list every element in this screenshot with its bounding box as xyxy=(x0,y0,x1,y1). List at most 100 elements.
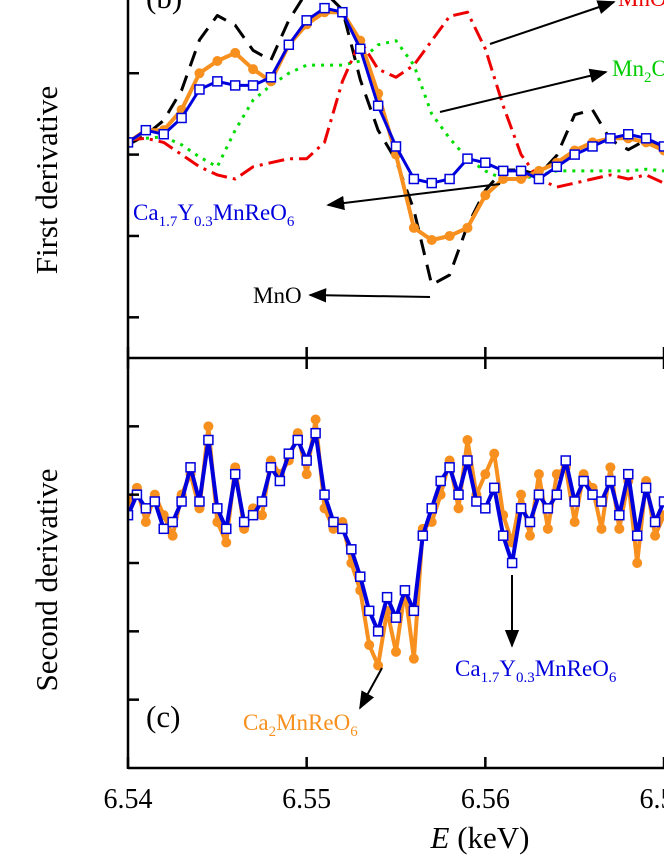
data-point xyxy=(658,496,664,507)
arrow xyxy=(489,0,616,45)
x-axis-label: E (keV) xyxy=(430,820,530,855)
data-point xyxy=(444,173,455,185)
data-point xyxy=(533,469,544,480)
data-point xyxy=(533,489,545,500)
data-point xyxy=(256,496,268,507)
data-point xyxy=(453,503,464,514)
ann-part: 1.7 xyxy=(481,670,500,686)
data-point xyxy=(373,660,384,671)
data-point xyxy=(569,517,580,527)
data-point xyxy=(230,47,241,58)
data-point xyxy=(516,174,527,184)
annotation: MnO2 xyxy=(618,0,664,16)
data-point xyxy=(525,530,535,541)
arrow xyxy=(359,667,383,710)
data-point xyxy=(605,133,616,144)
data-point xyxy=(301,455,312,466)
data-point xyxy=(480,469,491,480)
data-point xyxy=(632,558,643,568)
data-point xyxy=(408,173,420,185)
data-point xyxy=(212,503,223,514)
data-point xyxy=(515,165,527,177)
data-point xyxy=(140,503,152,514)
data-point xyxy=(265,72,277,83)
data-point xyxy=(355,43,366,55)
data-point xyxy=(462,455,473,466)
data-point xyxy=(408,222,419,233)
data-point xyxy=(238,516,250,528)
ann-part: 6 xyxy=(350,724,358,740)
ann-part: MnO xyxy=(618,0,664,11)
data-point xyxy=(221,523,232,535)
data-point xyxy=(605,475,616,487)
data-point xyxy=(462,435,473,445)
data-point xyxy=(587,141,598,152)
arrow xyxy=(439,68,608,113)
data-point xyxy=(310,427,321,439)
data-point xyxy=(283,448,295,459)
data-point xyxy=(128,137,134,148)
data-point xyxy=(587,489,598,500)
data-point xyxy=(623,468,634,480)
data-point xyxy=(265,462,277,473)
data-point xyxy=(158,129,169,140)
data-point xyxy=(185,462,196,473)
data-point xyxy=(301,469,312,480)
data-point xyxy=(650,530,661,541)
data-point xyxy=(158,523,169,535)
data-point xyxy=(292,434,303,446)
data-point xyxy=(426,235,437,246)
data-point xyxy=(453,489,464,500)
ann-part: Ca xyxy=(133,200,159,225)
panel xyxy=(128,414,664,671)
data-point xyxy=(596,496,607,507)
data-point xyxy=(310,414,321,425)
data-point xyxy=(533,173,545,185)
data-point xyxy=(221,537,232,548)
annotation: Mn2O3 xyxy=(612,56,664,86)
ann-part: MnReO xyxy=(535,656,609,681)
series-line xyxy=(128,0,664,287)
data-point xyxy=(212,517,223,527)
data-point xyxy=(176,496,187,507)
series-line xyxy=(128,10,664,242)
data-point xyxy=(649,516,661,528)
data-point xyxy=(372,100,384,112)
plot-area xyxy=(128,0,664,671)
ann-part: 0.3 xyxy=(516,670,535,686)
data-point xyxy=(480,157,491,168)
data-point xyxy=(203,434,214,446)
data-point xyxy=(176,112,187,124)
data-point xyxy=(372,626,384,637)
data-point xyxy=(194,84,205,95)
data-point xyxy=(363,605,375,617)
ann-part: 2 xyxy=(644,70,652,86)
ann-part: Mn xyxy=(612,56,644,81)
data-point xyxy=(524,516,536,528)
data-point xyxy=(640,482,652,494)
ann-part: O xyxy=(651,56,664,81)
panel-label: (c) xyxy=(146,699,180,734)
data-point xyxy=(489,448,500,459)
data-point xyxy=(435,475,446,487)
data-point xyxy=(631,530,643,541)
panel-label: (b) xyxy=(146,0,182,15)
data-point xyxy=(551,161,563,173)
data-point xyxy=(149,496,161,507)
data-point xyxy=(516,489,527,500)
x-tick-label: 6.54 xyxy=(104,784,153,815)
ann-part: Y xyxy=(499,656,516,681)
panel xyxy=(128,0,664,287)
data-point xyxy=(301,15,312,26)
data-point xyxy=(391,646,401,657)
y-axis-label: First derivative xyxy=(29,86,64,275)
data-point xyxy=(417,530,429,541)
data-point xyxy=(319,489,330,500)
x-tick-label: 6.57 xyxy=(640,784,664,815)
data-point xyxy=(569,496,580,507)
data-point xyxy=(640,133,652,144)
ann-part: MnReO xyxy=(213,200,287,225)
x-tick-label: 6.56 xyxy=(461,784,510,815)
data-point xyxy=(578,475,589,487)
